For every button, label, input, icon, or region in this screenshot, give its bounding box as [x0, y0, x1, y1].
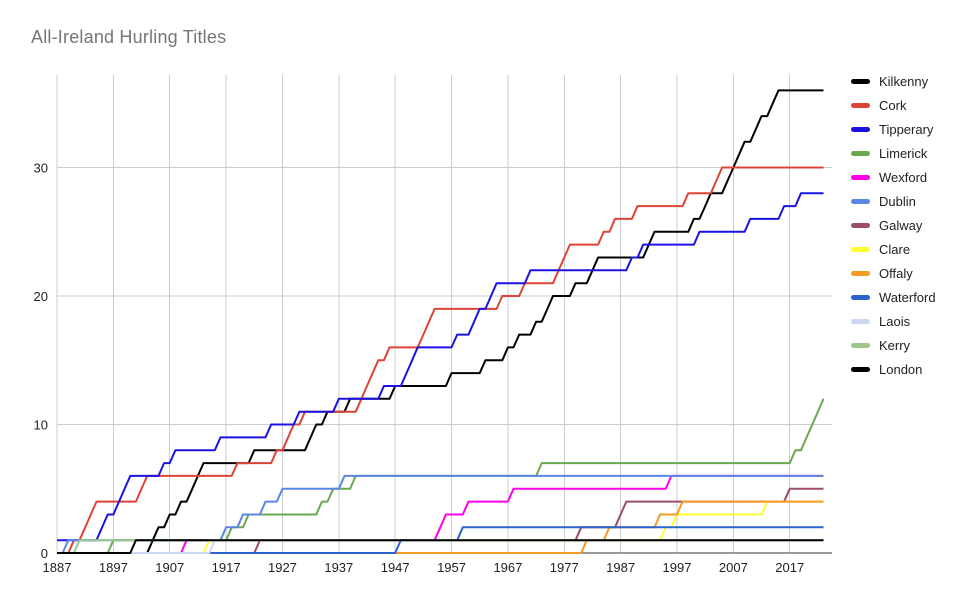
- x-axis-label-1937: 1937: [324, 560, 353, 575]
- legend-label-wexford: Wexford: [879, 169, 928, 185]
- legend-swatch-london: [851, 366, 870, 372]
- legend-swatch-wexford: [851, 174, 870, 180]
- legend-label-cork: Cork: [879, 97, 907, 113]
- legend: Kilkenny Cork Tipperary Limerick Wexford Dubl…: [851, 69, 936, 381]
- legend-label-tipperary: Tipperary: [879, 121, 934, 137]
- x-axis-label-1997: 1997: [663, 560, 692, 575]
- legend-item-offaly: Offaly: [851, 261, 936, 285]
- x-axis-label-2017: 2017: [775, 560, 804, 575]
- legend-label-laois: Laois: [879, 313, 911, 329]
- legend-swatch-waterford: [851, 294, 870, 300]
- legend-label-offaly: Offaly: [879, 265, 913, 281]
- legend-label-galway: Galway: [879, 217, 923, 233]
- legend-item-cork: Cork: [851, 93, 936, 117]
- series-line-london: [57, 539, 824, 554]
- legend-label-waterford: Waterford: [879, 289, 936, 305]
- y-axis-label-10: 10: [34, 418, 48, 433]
- legend-item-london: London: [851, 357, 936, 381]
- legend-swatch-laois: [851, 318, 870, 324]
- x-axis-label-1957: 1957: [437, 560, 466, 575]
- legend-item-wexford: Wexford: [851, 165, 936, 189]
- series-line-laois: [57, 539, 824, 554]
- legend-swatch-dublin: [851, 198, 870, 204]
- series-line-galway: [57, 487, 824, 554]
- legend-item-tipperary: Tipperary: [851, 117, 936, 141]
- legend-item-waterford: Waterford: [851, 285, 936, 309]
- legend-swatch-offaly: [851, 270, 870, 276]
- y-axis-label-20: 20: [34, 289, 48, 304]
- x-axis-label-1907: 1907: [155, 560, 184, 575]
- legend-label-kerry: Kerry: [879, 337, 911, 353]
- legend-label-dublin: Dublin: [879, 193, 916, 209]
- x-axis-label-1977: 1977: [550, 560, 579, 575]
- legend-label-london: London: [879, 361, 923, 377]
- legend-item-kerry: Kerry: [851, 333, 936, 357]
- legend-label-clare: Clare: [879, 241, 911, 257]
- legend-label-kilkenny: Kilkenny: [879, 73, 929, 89]
- legend-swatch-clare: [851, 246, 870, 252]
- legend-swatch-tipperary: [851, 126, 870, 132]
- legend-item-laois: Laois: [851, 309, 936, 333]
- legend-swatch-limerick: [851, 150, 870, 156]
- x-axis-label-2007: 2007: [719, 560, 748, 575]
- x-axis-label-1947: 1947: [381, 560, 410, 575]
- legend-swatch-kilkenny: [851, 78, 870, 84]
- x-axis-label-1887: 1887: [43, 560, 72, 575]
- series-line-kerry: [57, 539, 824, 554]
- legend-swatch-cork: [851, 102, 870, 108]
- series-line-tipperary: [57, 192, 824, 542]
- legend-item-kilkenny: Kilkenny: [851, 69, 936, 93]
- x-axis-label-1967: 1967: [493, 560, 522, 575]
- chart-title: All-Ireland Hurling Titles: [31, 27, 227, 47]
- y-axis-label-30: 30: [34, 161, 48, 176]
- legend-label-limerick: Limerick: [879, 145, 928, 161]
- legend-item-dublin: Dublin: [851, 189, 936, 213]
- x-axis-label-1987: 1987: [606, 560, 635, 575]
- legend-item-limerick: Limerick: [851, 141, 936, 165]
- x-axis-label-1897: 1897: [99, 560, 128, 575]
- x-axis-label-1927: 1927: [268, 560, 297, 575]
- series-line-cork: [57, 166, 824, 554]
- y-axis-label-0: 0: [41, 546, 48, 561]
- legend-swatch-kerry: [851, 342, 870, 348]
- legend-item-clare: Clare: [851, 237, 936, 261]
- series-line-kilkenny: [57, 89, 824, 554]
- legend-swatch-galway: [851, 222, 870, 228]
- x-axis-label-1917: 1917: [212, 560, 241, 575]
- legend-item-galway: Galway: [851, 213, 936, 237]
